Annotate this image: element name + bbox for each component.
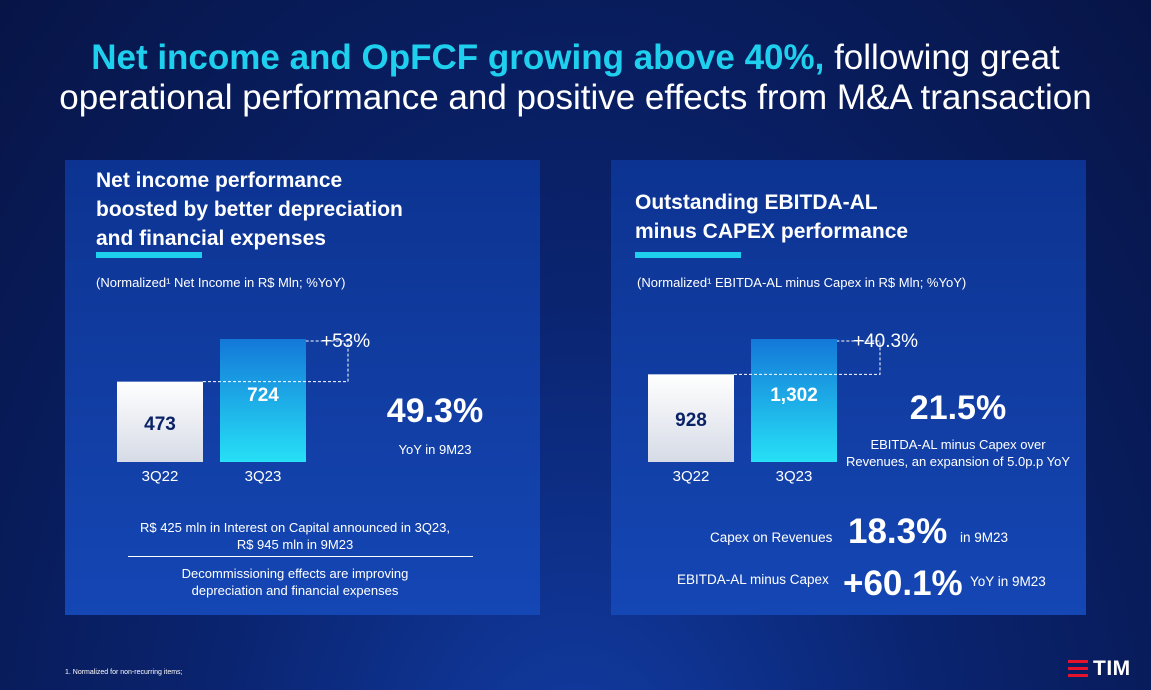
decommissioning-note: Decommissioning effects are improving de… [95, 565, 495, 599]
ebitda-capex-value-label-3q23: 1,302 [770, 385, 818, 406]
ebitda-minus-capex-suffix: YoY in 9M23 [970, 574, 1046, 589]
ebitda-capex-panel-title: Outstanding EBITDA-AL minus CAPEX perfor… [635, 191, 909, 243]
ebitda-minus-capex-growth-value: +60.1% [843, 564, 963, 603]
interest-note-line2: R$ 945 mln in 9M23 [236, 537, 354, 552]
net-income-yoy-caption: YoY in 9M23 [398, 442, 472, 457]
net-income-value-label-3q23: 724 [247, 385, 279, 406]
net-income-bar-3q22 [117, 381, 203, 462]
net-income-yoy-value: 49.3% [386, 392, 484, 430]
tim-logo: TIM [1068, 657, 1140, 681]
net-income-chart: 473 3Q22 724 3Q23 +53% [117, 331, 370, 485]
net-income-subtitle: (Normalized¹ Net Income in R$ Mln; %YoY) [96, 275, 346, 290]
ebitda-capex-subtitle: (Normalized¹ EBITDA-AL minus Capex in R$… [637, 275, 967, 290]
net-income-category-label-3q22: 3Q22 [142, 468, 179, 485]
net-income-category-label-3q23: 3Q23 [245, 468, 282, 485]
ebitda-capex-chart: 928 3Q22 1,302 3Q23 +40.3% [648, 331, 918, 485]
net-income-growth-label: +53% [321, 331, 370, 352]
ebitda-capex-bar-3q22 [648, 374, 734, 462]
interest-on-capital-note: R$ 425 mln in Interest on Capital announ… [95, 519, 495, 553]
net-income-value-label-3q22: 473 [144, 414, 176, 435]
ebitda-capex-growth-label: +40.3% [853, 331, 918, 352]
ebitda-capex-bar-3q23 [751, 339, 837, 462]
ebitda-capex-category-label-3q22: 3Q22 [673, 468, 710, 485]
title-highlight: Net income and OpFCF growing above 40%, [91, 38, 825, 77]
interest-note-line1: R$ 425 mln in Interest on Capital announ… [139, 520, 451, 535]
ebitda-capex-over-revenues-caption: EBITDA-AL minus Capex over Revenues, an … [828, 436, 1088, 470]
ebitda-capex-growth-connector [734, 340, 881, 375]
ebitda-minus-capex-label: EBITDA-AL minus Capex [677, 572, 829, 587]
capex-on-revenues-value: 18.3% [848, 512, 948, 551]
notes-divider [128, 556, 473, 557]
net-income-growth-connector [203, 340, 349, 383]
footnote: 1. Normalized for non-recurring items; [65, 669, 183, 676]
ebitda-caption-line1: EBITDA-AL minus Capex over [870, 437, 1046, 452]
decommissioning-note-line1: Decommissioning effects are improving [181, 566, 409, 581]
net-income-panel: Net income performance boosted by better… [65, 160, 540, 615]
ebitda-capex-accent-bar [635, 252, 741, 258]
ebitda-capex-panel: Outstanding EBITDA-AL minus CAPEX perfor… [611, 160, 1086, 615]
ebitda-capex-value-label-3q22: 928 [675, 410, 707, 431]
slide-title: Net income and OpFCF growing above 40%, … [0, 38, 1151, 118]
ebitda-capex-category-label-3q23: 3Q23 [776, 468, 813, 485]
ebitda-caption-line2: Revenues, an expansion of 5.0p.p YoY [845, 454, 1071, 469]
decommissioning-note-line2: depreciation and financial expenses [191, 583, 399, 598]
tim-logo-text: TIM [1093, 657, 1131, 680]
net-income-panel-title: Net income performance boosted by better… [96, 169, 403, 250]
capex-on-revenues-label: Capex on Revenues [710, 530, 833, 545]
title-line1-rest: following great [824, 38, 1060, 77]
title-line2: operational performance and positive eff… [59, 78, 1092, 117]
net-income-bar-3q23 [220, 339, 306, 462]
tim-logo-mark-icon [1068, 660, 1088, 678]
capex-on-revenues-suffix: in 9M23 [960, 530, 1009, 545]
ebitda-capex-over-revenues-value: 21.5% [909, 389, 1007, 427]
net-income-accent-bar [96, 252, 202, 258]
